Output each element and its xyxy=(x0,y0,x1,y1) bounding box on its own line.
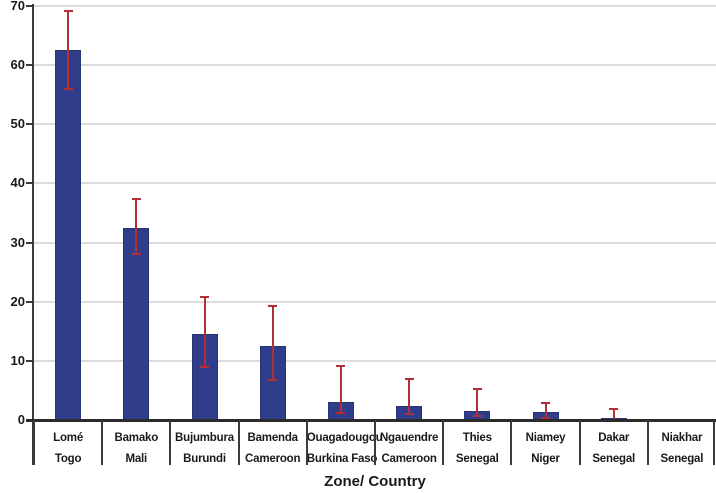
error-bar-line xyxy=(67,10,70,89)
category-country-label: Senegal xyxy=(455,453,499,465)
y-tick-label: 60 xyxy=(10,57,25,73)
category-country-label: Burundi xyxy=(183,453,226,465)
category-divider xyxy=(442,420,445,465)
category-zone-label: Niakhar xyxy=(661,432,703,444)
y-axis-tick xyxy=(26,241,32,244)
category-country-label: Cameroon xyxy=(381,453,437,465)
category-zone-label: Dakar xyxy=(598,432,630,444)
bar xyxy=(55,49,82,420)
gridline xyxy=(34,300,716,303)
category-label: Thies Senegal xyxy=(443,423,511,465)
category-label: Lomé Togo xyxy=(34,423,102,465)
category-zone-label: Niamey xyxy=(525,432,566,444)
error-bar-cap-top xyxy=(131,197,141,200)
category-country-label: Senegal xyxy=(592,453,636,465)
category-divider xyxy=(510,420,513,465)
category-label: Ngauendre Cameroon xyxy=(375,423,443,465)
category-label: Niamey Niger xyxy=(511,423,579,465)
category-divider xyxy=(646,420,649,465)
y-tick-label: 10 xyxy=(10,352,25,368)
category-zone-label: Bamenda xyxy=(247,432,299,444)
category-country-label: Niger xyxy=(531,453,560,465)
y-axis-tick xyxy=(26,359,32,362)
category-label: Bujumbura Burundi xyxy=(170,423,238,465)
category-zone-label: Ngauendre xyxy=(379,432,439,444)
category-country-label: Togo xyxy=(54,453,82,465)
category-divider xyxy=(713,420,715,465)
gridline xyxy=(34,5,716,7)
category-divider xyxy=(169,420,172,465)
error-bar-line xyxy=(339,365,342,413)
y-tick-label: 70 xyxy=(10,0,25,13)
error-bar-cap-bottom xyxy=(268,378,278,381)
x-axis-line xyxy=(26,419,716,422)
y-axis-line xyxy=(32,4,34,465)
error-bar-cap-top xyxy=(404,377,414,380)
y-tick-label: 30 xyxy=(10,234,25,250)
category-zone-label: Thies xyxy=(462,432,492,444)
error-bar-line xyxy=(408,378,411,415)
category-label: Dakar Senegal xyxy=(580,423,648,465)
category-country-label: Burkina Faso xyxy=(306,453,378,465)
gridline xyxy=(34,182,716,185)
gridline xyxy=(34,241,716,244)
y-axis-tick xyxy=(26,182,32,185)
gridline xyxy=(34,359,716,362)
error-bar-cap-top xyxy=(200,295,209,298)
category-zone-label: Lomé xyxy=(53,432,84,444)
category-label: Ouagadougou Burkina Faso xyxy=(306,423,383,465)
error-bar-line xyxy=(203,296,206,367)
error-bar-cap-top xyxy=(336,364,346,367)
category-country-label: Mali xyxy=(125,453,148,465)
error-bar-cap-bottom xyxy=(336,411,346,414)
bar xyxy=(123,228,150,420)
error-bar-cap-bottom xyxy=(541,417,550,420)
error-bar-cap-top xyxy=(268,305,278,308)
error-bar-cap-bottom xyxy=(63,87,73,90)
error-bar-cap-top xyxy=(609,408,619,411)
y-axis-tick xyxy=(26,300,32,303)
y-axis-tick xyxy=(26,64,32,67)
y-tick-label: 20 xyxy=(10,293,25,309)
category-zone-label: Bamako xyxy=(114,432,159,444)
category-divider xyxy=(374,420,376,465)
y-axis-tick xyxy=(26,5,32,7)
error-bar-line xyxy=(271,306,274,380)
y-tick-label: 40 xyxy=(10,175,25,191)
y-tick-label: 50 xyxy=(10,116,25,132)
category-country-label: Senegal xyxy=(660,453,704,465)
error-bar-cap-top xyxy=(472,387,482,390)
error-bar-line xyxy=(612,409,615,420)
error-bar-line xyxy=(135,198,138,255)
category-country-label: Cameroon xyxy=(245,453,301,465)
category-divider xyxy=(305,420,308,465)
category-divider xyxy=(578,420,581,465)
category-label: Niakhar Senegal xyxy=(648,423,716,465)
error-bar-line xyxy=(544,402,547,419)
x-axis-title: Zone/ Country xyxy=(324,473,426,490)
error-bar-cap-bottom xyxy=(200,365,209,368)
error-bar-cap-bottom xyxy=(404,413,414,416)
error-bar-line xyxy=(476,388,479,417)
error-bar-cap-bottom xyxy=(472,415,482,418)
category-label: Bamako Mali xyxy=(102,423,170,465)
error-bar-cap-bottom xyxy=(131,253,141,256)
gridline xyxy=(34,64,716,67)
category-divider xyxy=(101,420,104,465)
error-bar-cap-top xyxy=(541,401,550,404)
gridline xyxy=(34,123,716,126)
y-tick-label: 0 xyxy=(17,412,25,427)
category-divider xyxy=(33,420,35,465)
category-label: Bamenda Cameroon xyxy=(239,423,307,465)
category-zone-label: Bujumbura xyxy=(175,432,234,444)
category-divider xyxy=(237,420,240,465)
y-axis-tick xyxy=(26,123,32,126)
category-zone-label: Ouagadougou xyxy=(306,432,383,444)
error-bar-cap-top xyxy=(63,9,73,12)
